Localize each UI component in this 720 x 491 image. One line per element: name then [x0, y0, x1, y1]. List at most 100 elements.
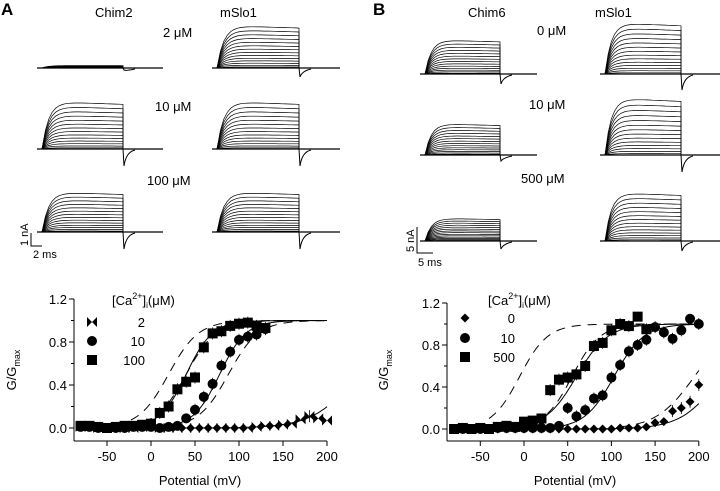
data-point-diamond — [589, 424, 599, 434]
current-trace — [41, 217, 124, 233]
current-trace — [216, 107, 300, 150]
current-trace — [604, 198, 682, 242]
x-tick-label: 0 — [147, 449, 154, 464]
current-trace — [604, 232, 682, 242]
current-trace — [604, 137, 682, 156]
current-trace — [216, 229, 300, 233]
current-trace — [604, 50, 682, 75]
data-point-square — [234, 318, 244, 329]
reference-fit-curve — [170, 320, 328, 427]
data-point-square — [84, 420, 95, 431]
current-trace — [216, 147, 300, 150]
data-point-bowtie — [216, 423, 227, 433]
current-trace — [424, 67, 501, 75]
data-point-circle — [676, 325, 687, 336]
trace-family — [37, 193, 163, 250]
data-point-square — [466, 424, 477, 434]
data-point-bowtie — [269, 420, 280, 431]
boltzmann-fit-curve — [80, 320, 327, 429]
current-trace — [41, 123, 124, 150]
data-point-square — [615, 319, 626, 329]
current-trace — [216, 60, 300, 69]
current-trace — [41, 200, 124, 233]
current-trace — [216, 52, 300, 69]
data-point-square — [163, 401, 174, 412]
data-point-circle — [641, 334, 652, 345]
legend-marker-square — [460, 352, 470, 362]
tail-current — [298, 231, 312, 250]
current-trace — [216, 127, 300, 150]
current-trace — [41, 131, 124, 150]
data-point-bowtie — [225, 423, 236, 433]
current-trace — [424, 226, 501, 242]
current-trace — [216, 222, 300, 233]
current-trace — [216, 196, 300, 233]
current-trace — [604, 235, 682, 242]
data-point-square — [606, 325, 617, 336]
current-trace — [424, 147, 501, 156]
current-trace — [424, 58, 501, 75]
current-trace — [424, 132, 501, 156]
data-point-circle — [632, 340, 643, 350]
data-point-bowtie — [190, 423, 200, 433]
current-trace — [604, 61, 682, 75]
tail-current — [680, 240, 694, 252]
data-point-bowtie — [207, 423, 218, 433]
current-trace — [216, 38, 300, 69]
y-tick-label: 0.0 — [422, 422, 440, 437]
current-trace — [41, 145, 124, 150]
data-point-square — [492, 421, 503, 432]
legend-marker-square — [87, 355, 97, 365]
current-trace — [41, 207, 124, 233]
x-tick-label: -50 — [98, 449, 117, 464]
data-point-diamond — [624, 423, 634, 433]
tail-current — [298, 148, 312, 167]
trace-family — [600, 23, 720, 91]
data-point-circle — [553, 420, 564, 431]
legend-title-a: [Ca2+]i(μM) — [112, 291, 175, 310]
data-point-circle — [693, 319, 704, 329]
x-tick-label: 150 — [644, 449, 666, 464]
data-point-diamond — [563, 424, 573, 434]
data-point-circle — [207, 378, 218, 389]
panel-letter-b: B — [373, 0, 385, 19]
data-point-circle — [234, 334, 244, 345]
scale-bar-current-b: 5 nA — [405, 229, 417, 252]
data-point-diamond — [633, 423, 643, 433]
current-trace — [41, 102, 124, 150]
scale-bar-time-a: 2 ms — [33, 249, 57, 261]
data-point-square — [146, 418, 156, 429]
reference-fit-curve — [115, 320, 327, 426]
current-trace — [604, 70, 682, 75]
trace-family — [212, 193, 340, 250]
current-trace — [424, 55, 501, 75]
current-trace — [604, 42, 682, 75]
trace-family — [600, 193, 720, 252]
data-point-square — [154, 407, 165, 418]
data-point-circle — [154, 423, 165, 433]
current-trace — [424, 61, 501, 75]
data-point-circle — [658, 327, 669, 338]
tail-current — [499, 154, 513, 163]
data-point-bowtie — [251, 421, 262, 432]
tail-current — [499, 73, 513, 85]
current-trace — [41, 227, 124, 233]
current-trace — [604, 124, 682, 156]
data-point-square — [181, 376, 192, 387]
data-point-diamond — [650, 418, 660, 428]
data-point-square — [93, 421, 104, 432]
current-trace — [424, 127, 501, 156]
data-point-circle — [580, 405, 591, 416]
data-point-bowtie — [260, 420, 271, 431]
legend-label-a-1: 2 — [138, 315, 145, 330]
tail-current — [499, 240, 513, 251]
current-trace — [604, 211, 682, 242]
data-point-circle — [198, 391, 209, 402]
x-tick-label: 50 — [560, 449, 574, 464]
current-trace — [604, 133, 682, 156]
x-tick-label: -50 — [471, 449, 490, 464]
data-point-square — [623, 321, 634, 332]
data-point-circle — [172, 420, 183, 431]
current-trace — [424, 222, 501, 242]
